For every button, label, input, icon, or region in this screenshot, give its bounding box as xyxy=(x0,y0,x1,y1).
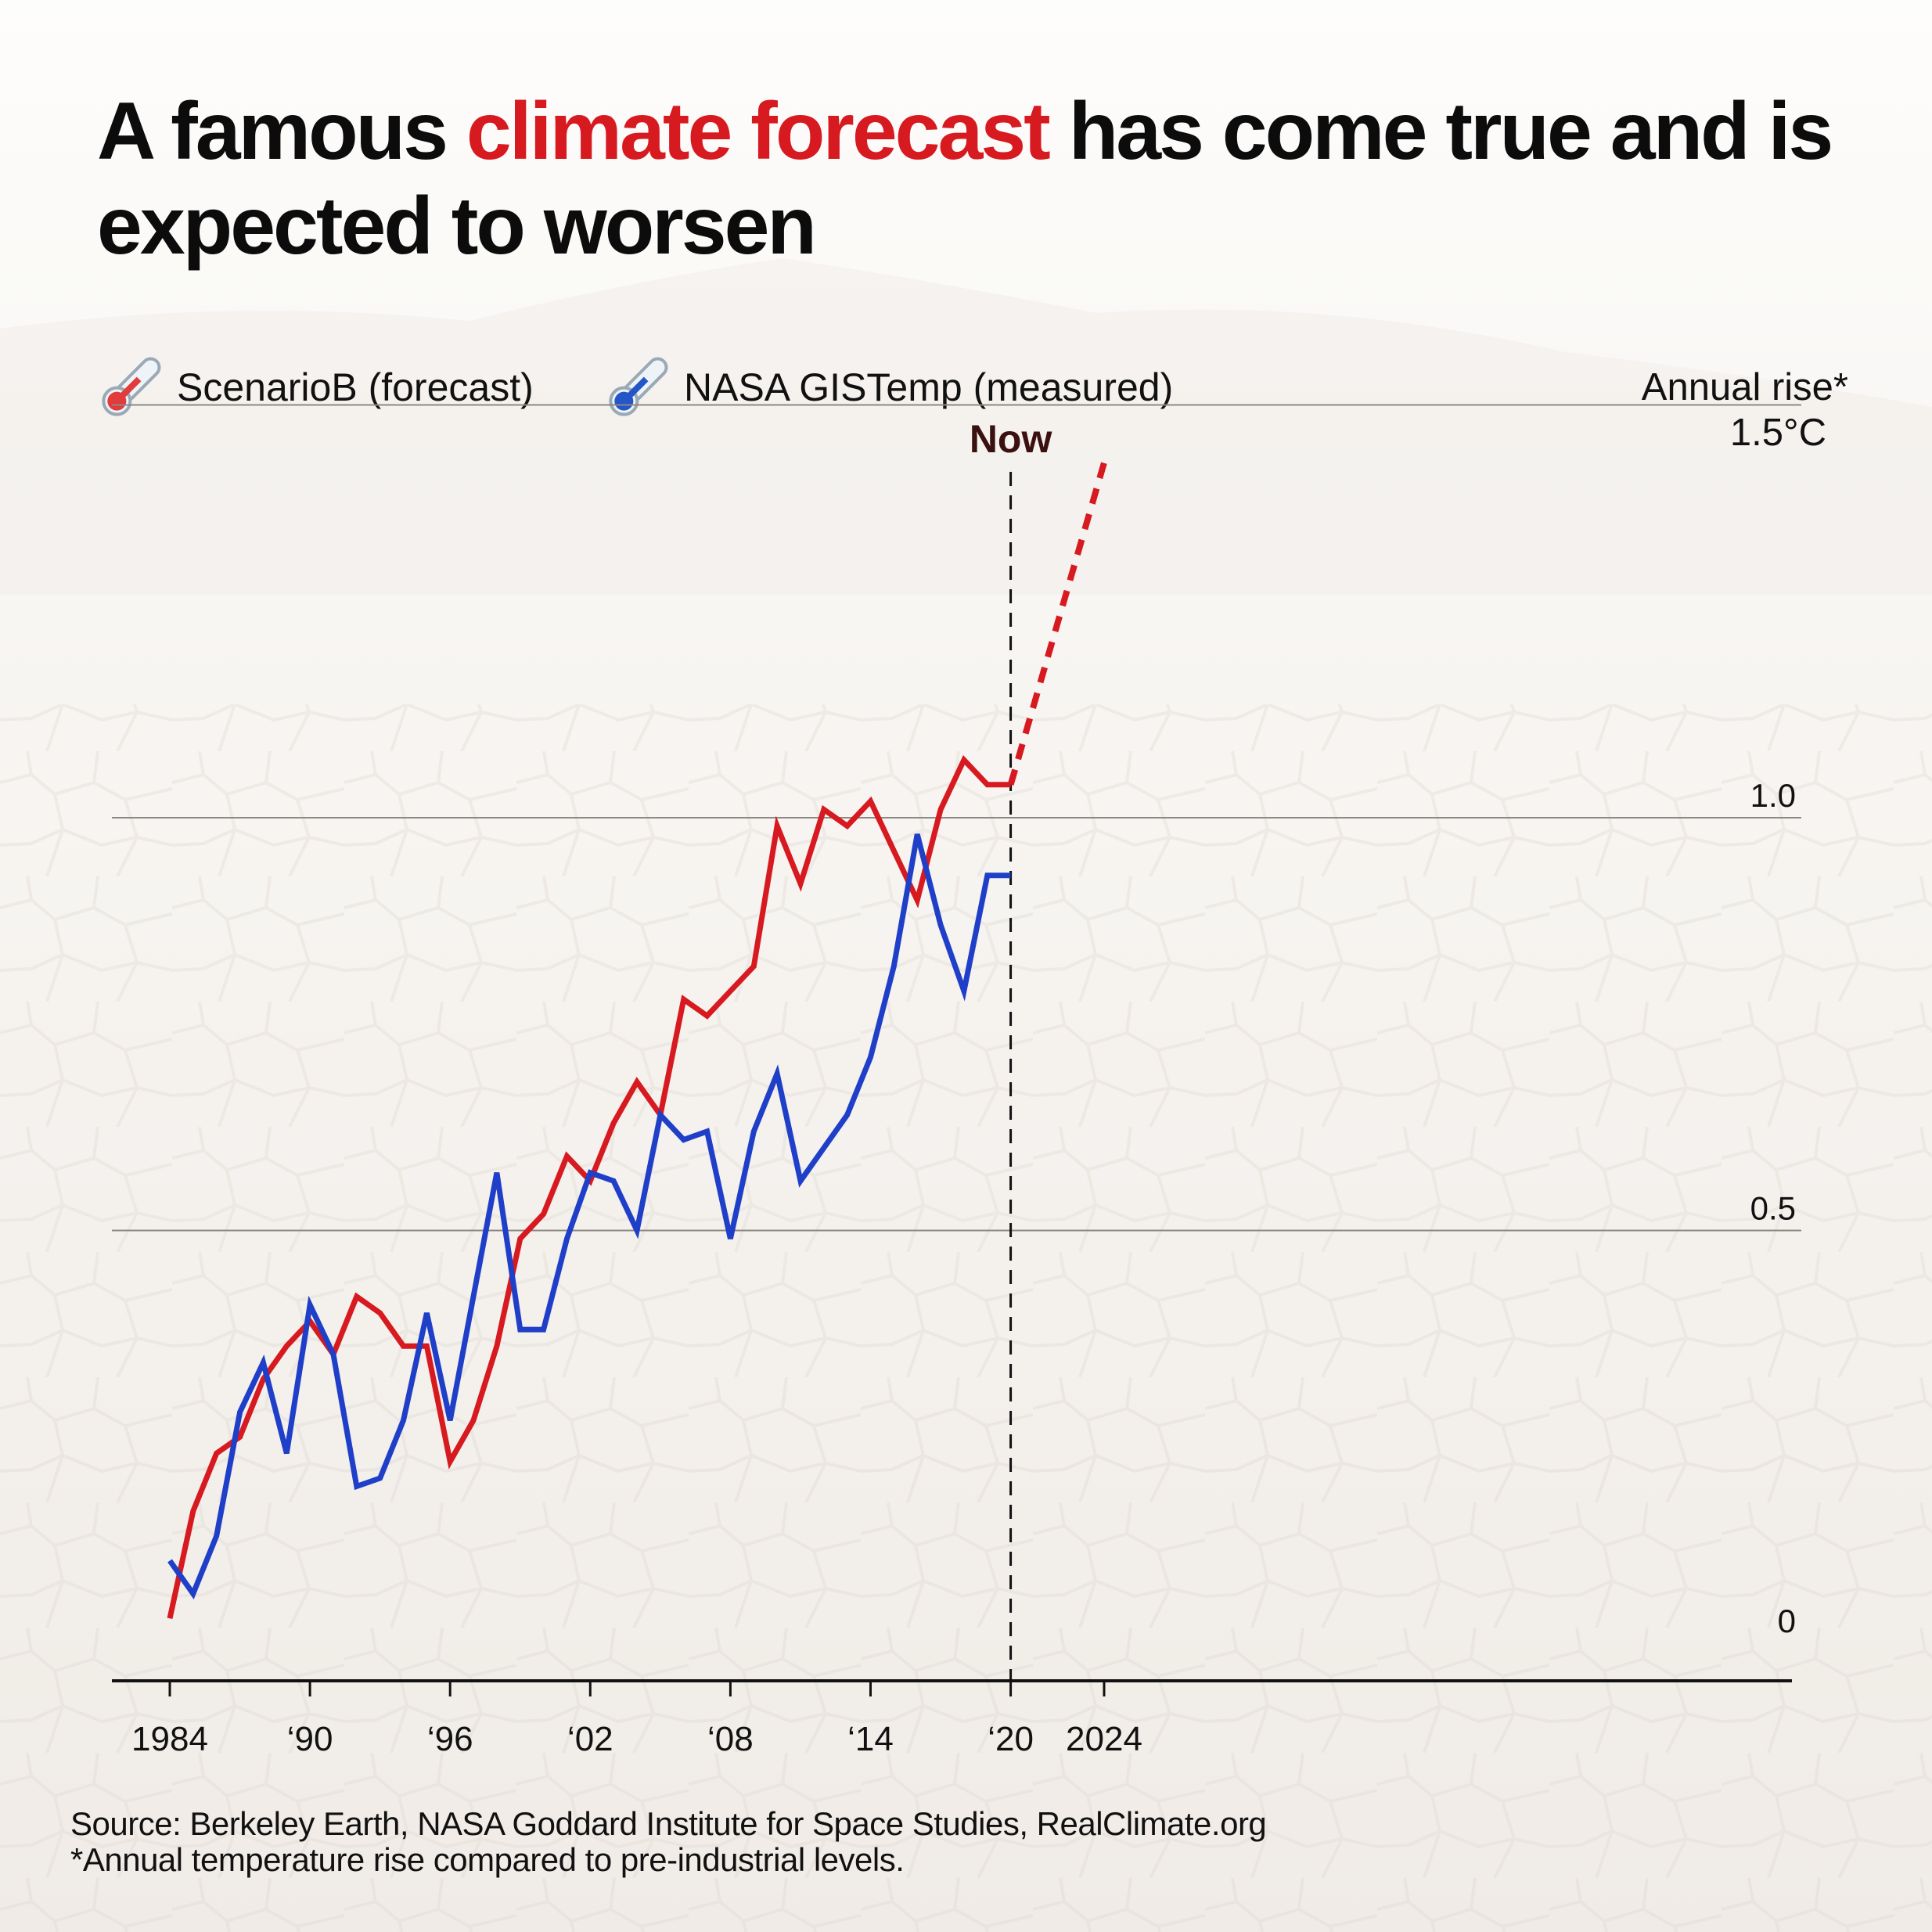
legend-label-nasa-gistemp: NASA GISTemp (measured) xyxy=(684,365,1174,409)
footnote: *Annual temperature rise compared to pre… xyxy=(70,1841,905,1878)
thermometer-blue-icon xyxy=(609,357,668,416)
series-line-scenario-b xyxy=(167,754,1011,1620)
chart-title: A famous climate forecast has come true … xyxy=(97,85,1858,274)
y-tick-label: 0 xyxy=(1778,1603,1796,1639)
x-tick-label: ‘08 xyxy=(707,1720,754,1758)
series-projection-scenario-b xyxy=(1007,462,1107,786)
title-highlight: climate forecast xyxy=(466,86,1051,177)
footer: Source: Berkeley Earth, NASA Goddard Ins… xyxy=(70,1805,1267,1878)
y-tick-label: 1.0 xyxy=(1750,777,1796,814)
x-tick-label: 1984 xyxy=(131,1720,208,1758)
title-part-2: has come true and is expected to worsen xyxy=(97,86,1833,272)
x-tick-label: ‘90 xyxy=(287,1720,333,1758)
unit-label-line-1: Annual rise* xyxy=(1641,366,1848,408)
x-tick-label: ‘20 xyxy=(988,1720,1034,1758)
now-marker-label: Now xyxy=(970,417,1052,461)
title-part-1: A famous xyxy=(97,86,466,177)
legend-label-scenario-b: ScenarioB (forecast) xyxy=(177,365,534,409)
source-note: Source: Berkeley Earth, NASA Goddard Ins… xyxy=(70,1805,1267,1842)
x-tick-label: 2024 xyxy=(1066,1720,1142,1758)
series-line-nasa-gistemp xyxy=(167,833,1011,1599)
x-tick-label: ‘14 xyxy=(847,1720,894,1758)
y-axis-unit-label: Annual rise* 1.5°C xyxy=(1642,365,1848,455)
x-tick-label: ‘02 xyxy=(567,1720,613,1758)
y-tick-label: 0.5 xyxy=(1750,1190,1796,1227)
thermometer-red-icon xyxy=(102,357,161,416)
legend-item-scenario-b: ScenarioB (forecast) xyxy=(88,344,534,430)
unit-label-line-2: 1.5°C xyxy=(1729,412,1826,454)
legend-item-nasa-gistemp: NASA GISTemp (measured) xyxy=(595,344,1173,430)
x-tick-label: ‘96 xyxy=(427,1720,473,1758)
